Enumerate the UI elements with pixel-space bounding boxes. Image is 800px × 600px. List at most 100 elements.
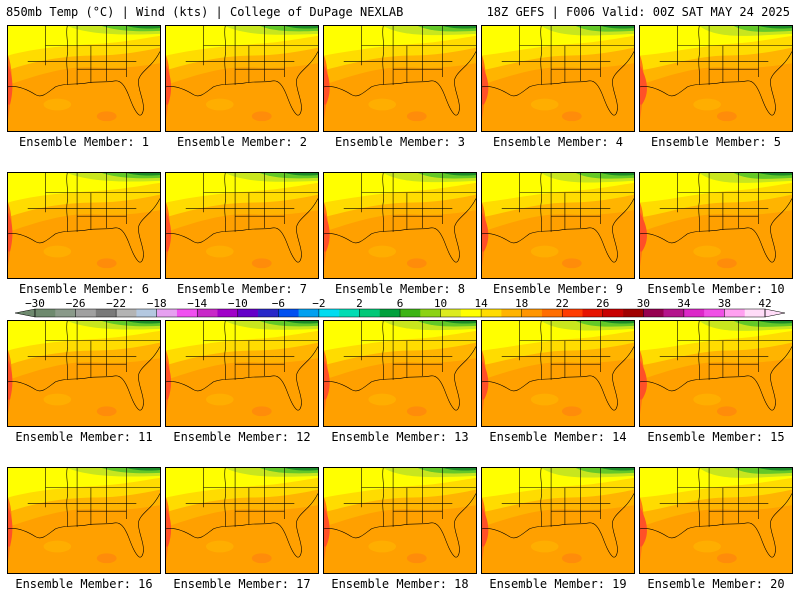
temperature-map: [324, 321, 476, 426]
ensemble-member-label: Ensemble Member: 9: [492, 282, 624, 296]
colorbar-segment: [440, 309, 462, 317]
ensemble-member-label: Ensemble Member: 19: [489, 577, 627, 591]
colorbar-segment: [278, 309, 299, 317]
colorbar-tick-label: 6: [397, 297, 404, 310]
ensemble-map-panel: [481, 172, 635, 279]
ensemble-member-label: Ensemble Member: 2: [176, 135, 308, 149]
colorbar-segment: [521, 309, 543, 317]
colorbar-tick-label: 2: [356, 297, 363, 310]
colorbar-segment: [217, 309, 239, 317]
colorbar-segment: [724, 309, 746, 317]
temperature-map: [482, 321, 634, 426]
colorbar-segment: [237, 309, 259, 317]
ensemble-map-panel: [165, 467, 319, 574]
ensemble-map-panel: [323, 320, 477, 427]
colorbar-segment: [562, 309, 583, 317]
temperature-map: [8, 26, 160, 131]
colorbar-segment: [379, 309, 401, 317]
ensemble-map-panel: [639, 25, 793, 132]
colorbar-segment: [35, 309, 56, 317]
temperature-map: [166, 26, 318, 131]
ensemble-map-panel: [323, 172, 477, 279]
ensemble-member-label: Ensemble Member: 13: [331, 430, 469, 444]
colorbar-segment: [420, 309, 441, 317]
ensemble-member-label: Ensemble Member: 17: [173, 577, 311, 591]
colorbar-tick-label: −2: [312, 297, 325, 310]
colorbar-segment: [75, 309, 97, 317]
ensemble-member-label: Ensemble Member: 10: [647, 282, 785, 296]
temperature-map: [482, 26, 634, 131]
ensemble-member-label: Ensemble Member: 1: [18, 135, 150, 149]
ensemble-map-panel: [7, 320, 161, 427]
colorbar-tick-label: 38: [718, 297, 731, 310]
temperature-map: [8, 468, 160, 573]
colorbar-segment: [683, 309, 705, 317]
temperature-colorbar: −30 −26 −22 −18 −14 −10 −6 −2 2 6 10 14 18 22 26 30 34 38…: [14, 297, 786, 318]
ensemble-member-label: Ensemble Member: 8: [334, 282, 466, 296]
colorbar-tick-label: −6: [272, 297, 285, 310]
colorbar-segment: [744, 309, 766, 317]
ensemble-member-label: Ensemble Member: 14: [489, 430, 627, 444]
colorbar-segment: [197, 309, 218, 317]
ensemble-member-label: Ensemble Member: 18: [331, 577, 469, 591]
ensemble-map-panel: [639, 172, 793, 279]
colorbar-left-arrow: [14, 308, 36, 318]
temperature-map: [640, 26, 792, 131]
ensemble-map-panel: [165, 320, 319, 427]
colorbar-tick-label: −30: [25, 297, 45, 310]
colorbar-tick-label: −22: [106, 297, 126, 310]
temperature-map: [324, 468, 476, 573]
temperature-map: [482, 173, 634, 278]
temperature-map: [166, 173, 318, 278]
ensemble-member-label: Ensemble Member: 7: [176, 282, 308, 296]
ensemble-map-panel: [165, 172, 319, 279]
ensemble-member-label: Ensemble Member: 11: [15, 430, 153, 444]
colorbar-tick-label: −18: [147, 297, 167, 310]
colorbar-segment: [623, 309, 644, 317]
ensemble-member-label: Ensemble Member: 16: [15, 577, 153, 591]
ensemble-map-panel: [165, 25, 319, 132]
colorbar-tick-label: 42: [758, 297, 771, 310]
temperature-map: [640, 173, 792, 278]
colorbar-segment: [704, 309, 725, 317]
temperature-map: [482, 468, 634, 573]
map-title: 850mb Temp (°C) | Wind (kts) | College o…: [6, 5, 404, 19]
colorbar-segment: [582, 309, 604, 317]
temperature-map: [8, 321, 160, 426]
colorbar-segment: [663, 309, 685, 317]
colorbar-segment: [359, 309, 381, 317]
colorbar-tick-label: 30: [637, 297, 650, 310]
colorbar-tick-label: 10: [434, 297, 447, 310]
colorbar-segment: [136, 309, 157, 317]
ensemble-member-label: Ensemble Member: 5: [650, 135, 782, 149]
colorbar-tick-label: −26: [66, 297, 86, 310]
colorbar-segment: [156, 309, 178, 317]
colorbar-segment: [258, 309, 279, 317]
ensemble-map-panel: [323, 25, 477, 132]
temperature-map: [324, 173, 476, 278]
ensemble-map-panel: [7, 467, 161, 574]
ensemble-map-panel: [481, 467, 635, 574]
colorbar-tick-label: 26: [596, 297, 609, 310]
colorbar-segment: [116, 309, 137, 317]
ensemble-map-panel: [481, 320, 635, 427]
colorbar-tick-label: 34: [677, 297, 691, 310]
ensemble-map-panel: [323, 467, 477, 574]
colorbar-right-arrow: [764, 308, 786, 318]
temperature-map: [640, 321, 792, 426]
colorbar-tick-label: −14: [187, 297, 207, 310]
colorbar-segment: [95, 309, 117, 317]
model-valid-time: 18Z GEFS | F006 Valid: 00Z SAT MAY 24 20…: [486, 5, 790, 19]
colorbar-segment: [55, 309, 76, 317]
colorbar-tick-label: 14: [474, 297, 488, 310]
colorbar-tick-label: 18: [515, 297, 528, 310]
colorbar-segment: [298, 309, 320, 317]
colorbar-segment: [602, 309, 624, 317]
colorbar-tick-label: −10: [228, 297, 248, 310]
colorbar-segment: [541, 309, 563, 317]
ensemble-member-label: Ensemble Member: 15: [647, 430, 785, 444]
ensemble-member-label: Ensemble Member: 20: [647, 577, 785, 591]
colorbar-tick-label: 22: [556, 297, 569, 310]
ensemble-map-panel: [639, 320, 793, 427]
ensemble-map-panel: [481, 25, 635, 132]
